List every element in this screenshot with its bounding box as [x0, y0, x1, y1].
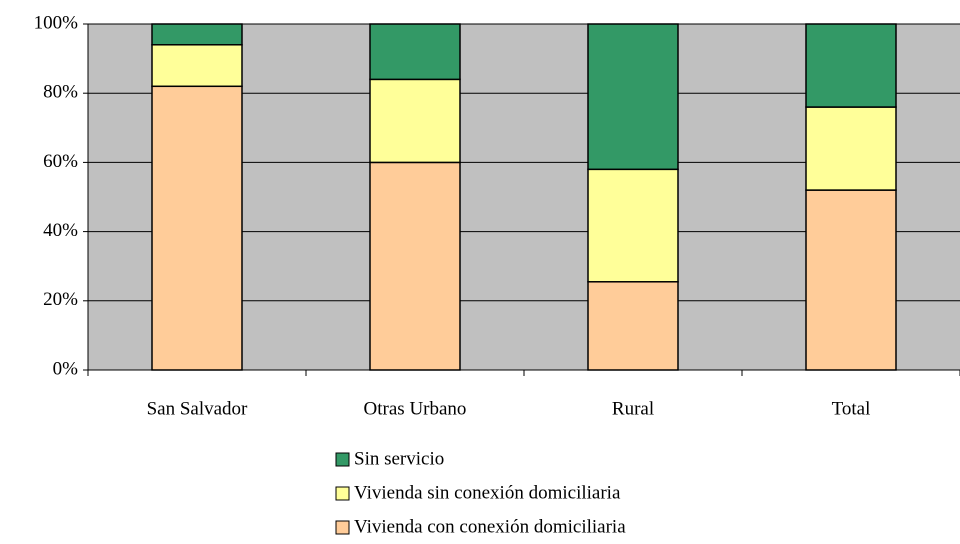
x-tick-label: Otras Urbano: [364, 398, 467, 419]
bar-segment: [587, 23, 679, 171]
y-tick-label: 20%: [43, 289, 78, 310]
bar-segment: [805, 23, 897, 108]
x-tick-label: San Salvador: [147, 398, 248, 419]
x-tick-label: Total: [832, 398, 871, 419]
y-tick-label: 80%: [43, 82, 78, 103]
legend-swatch: [335, 520, 350, 535]
legend-label: Sin servicio: [354, 448, 444, 469]
y-tick-label: 100%: [34, 12, 79, 33]
bar-segment: [805, 189, 897, 371]
y-tick-label: 0%: [53, 358, 79, 379]
legend-label: Vivienda sin conexión domiciliaria: [354, 482, 621, 503]
bar-segment: [805, 106, 897, 191]
legend-swatch: [335, 452, 350, 467]
bar-segment: [587, 281, 679, 371]
bar-segment: [369, 78, 461, 164]
legend-swatch: [335, 486, 350, 501]
bar-segment: [151, 23, 243, 46]
y-tick-label: 60%: [43, 151, 78, 172]
bar-segment: [151, 44, 243, 88]
y-tick-label: 40%: [43, 220, 78, 241]
bar-segment: [151, 85, 243, 371]
x-tick-label: Rural: [612, 398, 654, 419]
bar-segment: [587, 168, 679, 283]
legend-label: Vivienda con conexión domiciliaria: [354, 516, 626, 537]
bar-segment: [369, 23, 461, 81]
bar-segment: [369, 161, 461, 371]
